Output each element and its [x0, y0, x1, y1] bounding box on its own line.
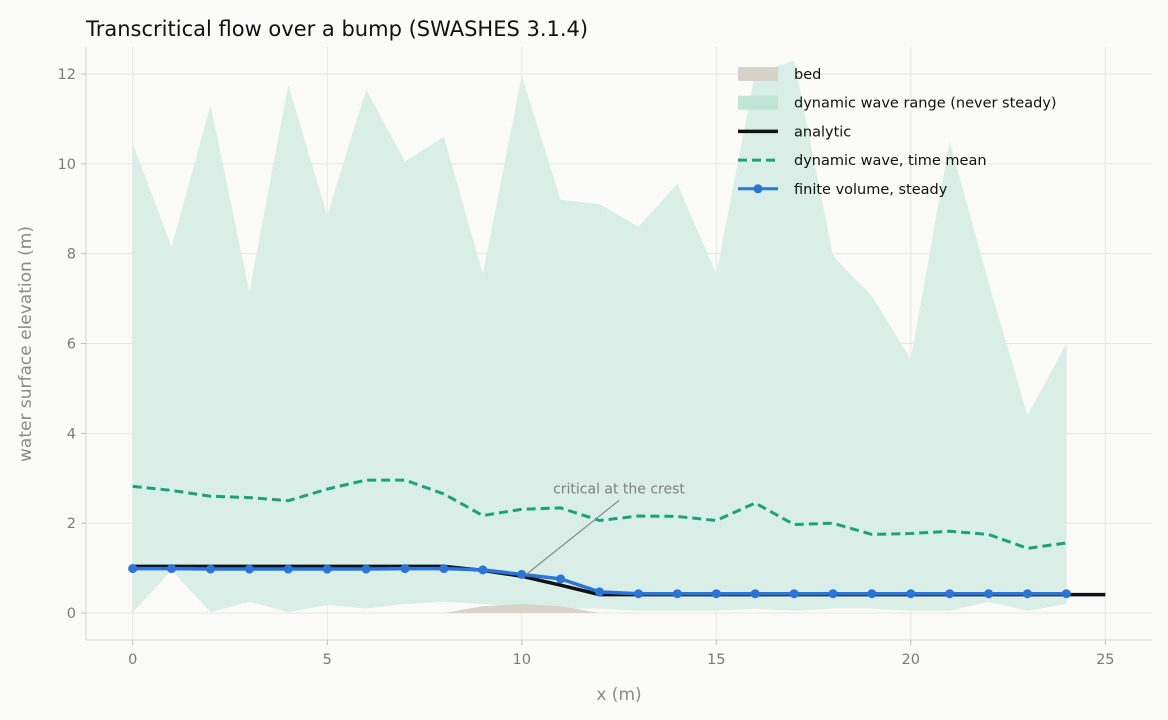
finite-volume-point — [167, 564, 177, 574]
plot-area — [128, 60, 1106, 614]
x-tick-label: 5 — [323, 652, 332, 668]
y-tick-label: 8 — [67, 247, 76, 263]
finite-volume-point — [1061, 589, 1071, 599]
finite-volume-point — [439, 564, 449, 574]
legend-label: analytic — [794, 124, 851, 140]
finite-volume-point — [517, 569, 527, 579]
finite-volume-point — [828, 589, 838, 599]
x-axis-label: x (m) — [596, 685, 641, 705]
finite-volume-point — [595, 587, 605, 597]
finite-volume-point — [711, 589, 721, 599]
finite-volume-point — [789, 589, 799, 599]
finite-volume-point — [750, 589, 760, 599]
y-tick-label: 6 — [67, 337, 76, 353]
legend-label: dynamic wave range (never steady) — [794, 96, 1057, 112]
axes: 0 5 10 15 20 25 0 2 4 6 8 10 12 — [58, 47, 1152, 668]
x-tick-label: 0 — [128, 652, 137, 668]
x-tick-label: 25 — [1096, 652, 1114, 668]
finite-volume-point — [945, 589, 955, 599]
legend-swatch — [738, 95, 778, 110]
legend-label: dynamic wave, time mean — [794, 153, 987, 169]
y-tick-label: 0 — [67, 606, 76, 622]
y-tick-label: 10 — [58, 157, 76, 173]
finite-volume-point — [400, 564, 410, 574]
legend-label: bed — [794, 67, 821, 83]
finite-volume-point — [283, 564, 293, 574]
x-tick-label: 15 — [707, 652, 725, 668]
mean-line — [132, 478, 1067, 550]
annotation: critical at the crest — [525, 482, 685, 576]
finite-volume-point — [672, 589, 682, 599]
legend-marker — [753, 184, 763, 194]
x-tick-label: 20 — [902, 652, 920, 668]
finite-volume-point — [205, 564, 215, 574]
y-tick-label: 4 — [67, 426, 76, 442]
finite-volume-point — [556, 574, 566, 584]
finite-volume-point — [867, 589, 877, 599]
range-band — [132, 60, 1067, 613]
y-axis-label: water surface elevation (m) — [16, 226, 36, 462]
finite-volume-point — [1023, 589, 1033, 599]
legend-swatch — [738, 67, 778, 81]
finite-volume-point — [906, 589, 916, 599]
finite-volume-point — [244, 564, 254, 574]
finite-volume-point — [478, 565, 488, 575]
legend-label: finite volume, steady — [794, 182, 948, 198]
y-tick-label: 12 — [58, 67, 76, 83]
legend: bed dynamic wave range (never steady) anal… — [738, 67, 1057, 198]
finite-volume-point — [984, 589, 994, 599]
annotation-text: critical at the crest — [553, 482, 685, 498]
finite-volume-point — [361, 564, 371, 574]
finite-volume-point — [128, 564, 138, 574]
x-tick-label: 10 — [513, 652, 531, 668]
finite-volume-point — [322, 564, 332, 574]
y-tick-label: 2 — [67, 516, 76, 532]
chart-title: Transcritical flow over a bump (SWASHES … — [85, 17, 588, 41]
finite-volume-point — [633, 589, 643, 599]
annotation-arrow — [525, 500, 620, 576]
